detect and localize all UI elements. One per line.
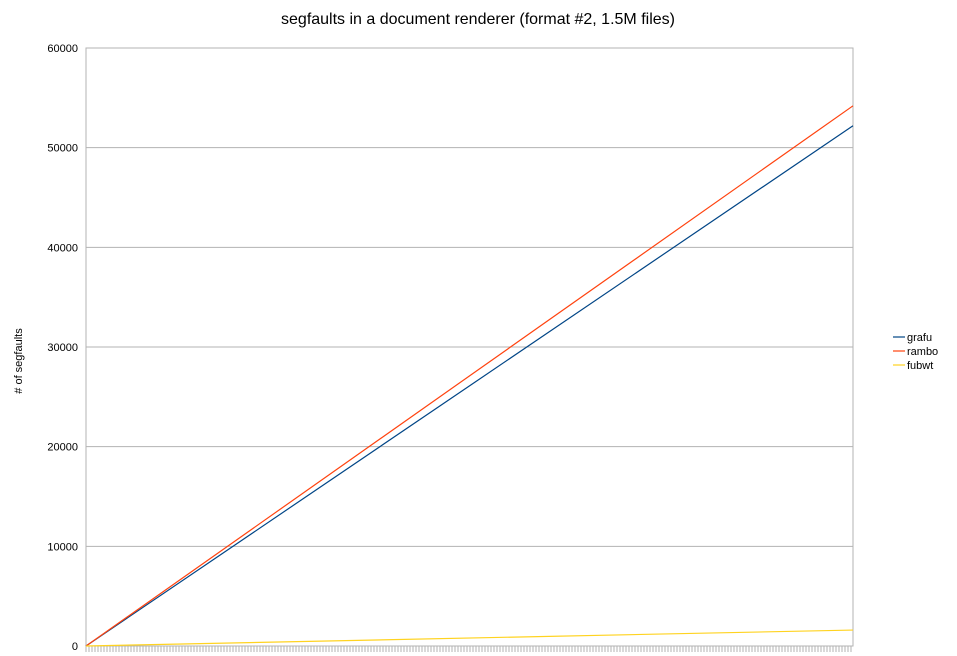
x-axis-ticks [85,646,852,652]
y-tick-label: 0 [72,641,78,653]
y-tick-label: 30000 [47,342,78,354]
y-tick-label: 40000 [47,242,78,254]
y-tick-label: 10000 [47,541,78,553]
legend-label-rambo: rambo [907,346,938,358]
series-line-rambo [85,105,854,647]
y-axis-label: # of segfaults [13,328,25,394]
legend-label-fubwt: fubwt [907,360,933,372]
y-tick-label: 50000 [47,143,78,155]
plot-area: 0 10000 20000 30000 40000 50000 60000 [47,43,854,653]
legend-label-grafu: grafu [907,332,932,344]
y-tick-label: 20000 [47,442,78,454]
y-tick-label: 60000 [47,43,78,55]
series-line-fubwt [85,629,854,647]
legend: grafu rambo fubwt [893,332,938,372]
series-line-grafu [85,125,854,647]
chart-title: segfaults in a document renderer (format… [281,11,675,28]
